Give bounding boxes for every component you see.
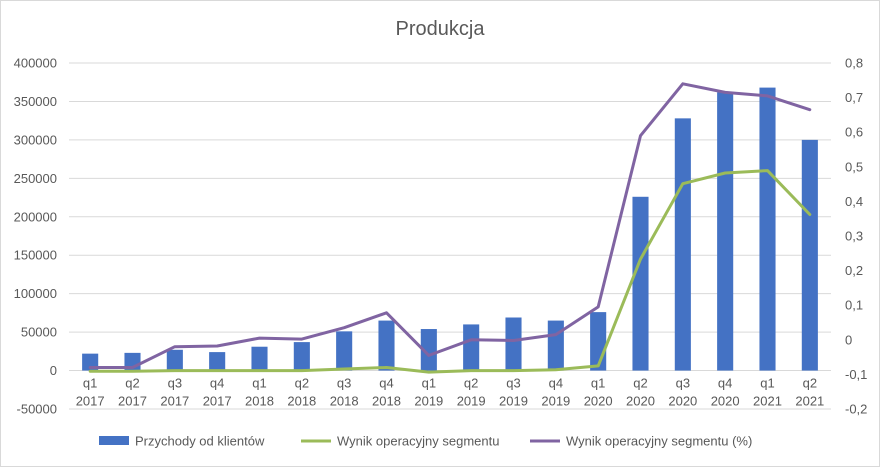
legend-label: Wynik operacyjny segmentu — [337, 434, 499, 449]
legend: Przychody od klientów Wynik operacyjny se… — [99, 434, 752, 449]
x-axis-tick-quarter: q1 — [83, 376, 97, 391]
bar — [209, 352, 226, 371]
x-axis-tick-year: 2017 — [160, 394, 189, 409]
x-axis-tick-quarter: q2 — [125, 376, 139, 391]
left-axis-tick-label: 300000 — [14, 132, 57, 147]
right-axis-tick-label: 0,7 — [845, 90, 863, 105]
x-axis-tick-year: 2017 — [118, 394, 147, 409]
left-axis-tick-label: 100000 — [14, 286, 57, 301]
x-axis-tick-quarter: q1 — [760, 376, 774, 391]
bar — [378, 320, 395, 371]
x-axis-tick-year: 2021 — [795, 394, 824, 409]
bar — [674, 118, 691, 371]
x-axis-tick-year: 2017 — [76, 394, 105, 409]
bar — [801, 139, 818, 371]
bar — [420, 329, 437, 371]
bar — [717, 92, 734, 371]
legend-label: Wynik operacyjny segmentu (%) — [566, 434, 752, 449]
x-axis-tick-year: 2018 — [287, 394, 316, 409]
chart-title: Produkcja — [396, 18, 486, 40]
x-axis-tick-quarter: q1 — [422, 376, 436, 391]
left-axis-tick-label: 150000 — [14, 248, 57, 263]
line-wynik-procent — [88, 82, 812, 369]
x-axis-tick-quarter: q3 — [676, 376, 690, 391]
x-axis-tick-quarter: q2 — [803, 376, 817, 391]
x-axis-tick-year: 2018 — [372, 394, 401, 409]
x-axis-tick-year: 2019 — [414, 394, 443, 409]
left-axis-tick-label: -50000 — [17, 402, 57, 417]
left-axis-tick-label: 200000 — [14, 209, 57, 224]
bar-series-przychody — [82, 87, 818, 371]
right-axis-tick-label: 0,5 — [845, 159, 863, 174]
right-axis-tick-label: 0,1 — [845, 298, 863, 313]
x-axis-ticks: q1 2017 q2 2017 q3 2017 q4 2017 q1 2018 q2 2018 q3 20… — [76, 376, 825, 409]
left-axis-tick-label: 50000 — [21, 325, 57, 340]
bar — [547, 320, 564, 371]
line-series — [88, 82, 812, 374]
left-axis-tick-label: 250000 — [14, 171, 57, 186]
x-axis-tick-quarter: q4 — [210, 376, 224, 391]
x-axis-tick-quarter: q2 — [633, 376, 647, 391]
right-axis-tick-label: -0,1 — [845, 367, 867, 382]
x-axis-tick-year: 2019 — [457, 394, 486, 409]
left-axis-tick-label: 350000 — [14, 94, 57, 109]
x-axis-tick-year: 2019 — [541, 394, 570, 409]
x-axis-tick-quarter: q2 — [295, 376, 309, 391]
legend-label: Przychody od klientów — [135, 434, 265, 449]
x-axis-tick-quarter: q2 — [464, 376, 478, 391]
right-axis-tick-label: 0,8 — [845, 56, 863, 71]
bar — [463, 324, 480, 371]
x-axis-tick-year: 2020 — [711, 394, 740, 409]
bar — [759, 87, 776, 371]
x-axis-tick-quarter: q3 — [506, 376, 520, 391]
x-axis-tick-year: 2019 — [499, 394, 528, 409]
x-axis-tick-quarter: q4 — [379, 376, 393, 391]
right-axis-ticks: -0,2 -0,1 0 0,1 0,2 0,3 0,4 0,5 0,6 0,7 0,8 — [845, 56, 867, 417]
x-axis-tick-quarter: q1 — [591, 376, 605, 391]
bar — [251, 346, 268, 371]
x-axis-tick-year: 2018 — [245, 394, 274, 409]
gridlines — [69, 62, 831, 410]
x-axis-tick-quarter: q4 — [718, 376, 732, 391]
left-axis-ticks: -50000 0 50000 100000 150000 200000 250000 3000… — [14, 56, 57, 417]
bar — [632, 196, 649, 371]
bar — [505, 317, 522, 371]
right-axis-tick-label: 0,3 — [845, 229, 863, 244]
right-axis-tick-label: 0 — [845, 332, 852, 347]
x-axis-tick-year: 2021 — [753, 394, 782, 409]
bar — [336, 331, 353, 371]
legend-swatch-bar — [99, 436, 129, 445]
x-axis-tick-year: 2018 — [330, 394, 359, 409]
x-axis-tick-quarter: q3 — [337, 376, 351, 391]
right-axis-tick-label: 0,2 — [845, 263, 863, 278]
left-axis-tick-label: 400000 — [14, 56, 57, 71]
x-axis-tick-year: 2020 — [668, 394, 697, 409]
bar — [166, 349, 183, 371]
right-axis-tick-label: 0,6 — [845, 125, 863, 140]
left-axis-tick-label: 0 — [50, 363, 57, 378]
right-axis-tick-label: -0,2 — [845, 402, 867, 417]
bar — [293, 342, 310, 371]
bar — [590, 312, 607, 371]
x-axis-tick-year: 2020 — [626, 394, 655, 409]
x-axis-tick-year: 2020 — [584, 394, 613, 409]
right-axis-tick-label: 0,4 — [845, 194, 863, 209]
line-wynik-operacyjny — [88, 169, 812, 374]
x-axis-tick-quarter: q4 — [549, 376, 563, 391]
x-axis-tick-quarter: q3 — [168, 376, 182, 391]
x-axis-tick-year: 2017 — [203, 394, 232, 409]
x-axis-tick-quarter: q1 — [252, 376, 266, 391]
